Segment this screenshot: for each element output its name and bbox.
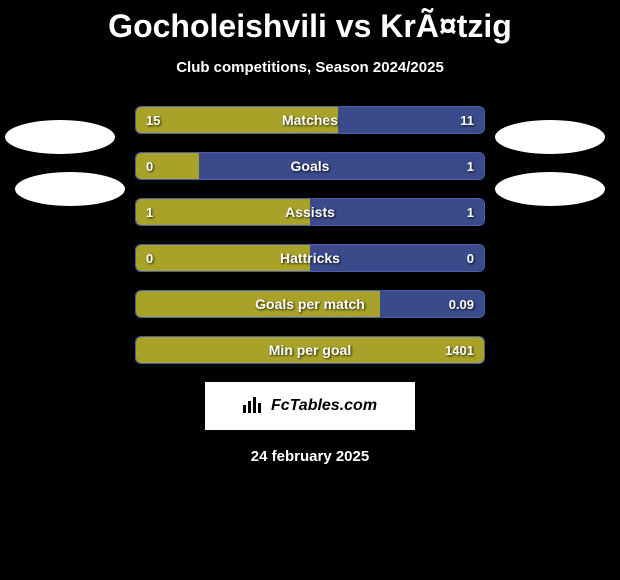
stat-value-right: 0.09 [449,291,474,317]
stat-label: Goals [136,153,484,179]
avatar-placeholder [495,172,605,206]
stat-label: Min per goal [136,337,484,363]
stat-label: Hattricks [136,245,484,271]
stat-value-right: 1401 [445,337,474,363]
stat-row: Goals per match0.09 [135,290,485,318]
stat-label: Assists [136,199,484,225]
page-title: Gocholeishvili vs KrÃ¤tzig [0,0,620,45]
stat-row: 0Hattricks0 [135,244,485,272]
source-badge: FcTables.com [205,382,415,430]
stat-row: 15Matches11 [135,106,485,134]
stat-value-right: 0 [467,245,474,271]
stat-row: 0Goals1 [135,152,485,180]
avatar-placeholder [495,120,605,154]
stat-value-right: 11 [460,107,474,133]
stat-row: Min per goal1401 [135,336,485,364]
avatar-placeholder [5,120,115,154]
chart-icon [243,395,265,418]
stat-label: Matches [136,107,484,133]
stat-value-right: 1 [467,199,474,225]
stat-value-right: 1 [467,153,474,179]
subtitle: Club competitions, Season 2024/2025 [0,59,620,76]
stat-row: 1Assists1 [135,198,485,226]
date-label: 24 february 2025 [0,448,620,465]
stats-container: 15Matches110Goals11Assists10Hattricks0Go… [135,106,485,364]
source-badge-text: FcTables.com [271,397,377,415]
stat-label: Goals per match [136,291,484,317]
avatar-placeholder [15,172,125,206]
